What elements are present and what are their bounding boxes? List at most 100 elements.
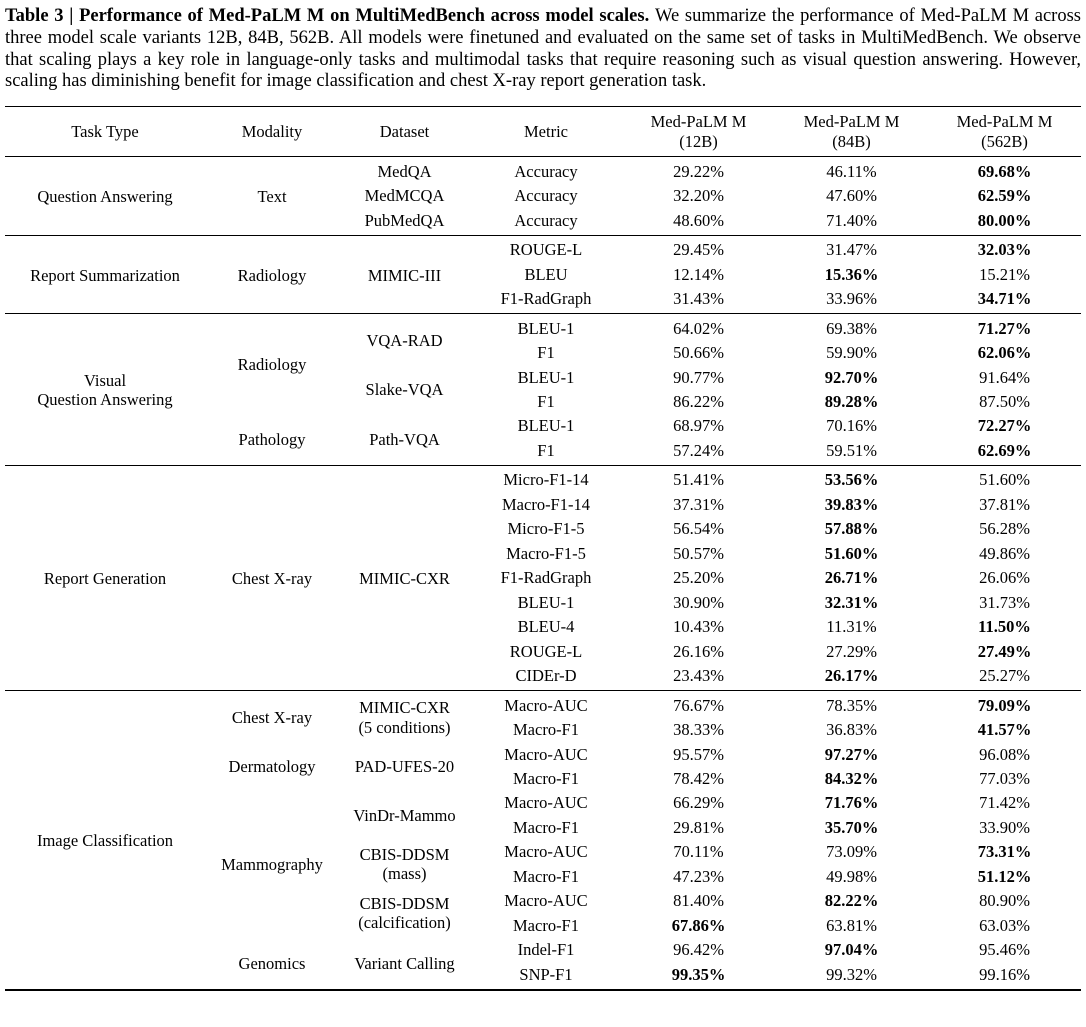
value-cell: 69.38% [826, 318, 877, 338]
model-name: Med-PaLM M [956, 112, 1053, 132]
dataset-note: (mass) [382, 864, 427, 884]
metric-cell: Macro-AUC [504, 793, 588, 813]
model-scale: (12B) [679, 131, 718, 151]
metric-cell: Macro-AUC [504, 744, 588, 764]
table-row: Report Generation Chest X-ray MIMIC-CXR Mic… [5, 465, 1081, 588]
task-group: Question Answering Text MedQA Accuracy 29.22… [5, 156, 1081, 235]
value-cell: 53.56% [824, 470, 879, 490]
value-cell: 57.24% [673, 440, 724, 460]
table-row: F1-RadGraph 31.43% 33.96% 34.71% [5, 287, 1081, 314]
dataset-cell: MIMIC-CXR (5 conditions) [339, 691, 470, 742]
value-cell: 26.71% [824, 568, 879, 588]
table-row: Macro-F1 38.33% 36.83% 41.57% [5, 718, 1081, 742]
dataset-name: VinDr-Mammo [353, 805, 456, 825]
metric-cell: Accuracy [514, 210, 578, 230]
value-cell: 73.09% [826, 842, 877, 862]
value-cell: 82.22% [824, 891, 879, 911]
table-row: Macro-F1 78.42% 84.32% 77.03% [5, 767, 1081, 791]
dataset-name: CBIS-DDSM [359, 893, 450, 913]
value-cell: 57.88% [824, 519, 879, 539]
value-cell: 29.45% [673, 240, 724, 260]
metric-cell: CIDEr-D [515, 666, 577, 686]
metric-cell: Accuracy [514, 161, 578, 181]
modality-cell: Radiology [237, 355, 307, 375]
dataset-note: (calcification) [358, 913, 451, 933]
dataset-cell: VQA-RAD [339, 314, 470, 365]
value-cell: 30.90% [673, 592, 724, 612]
value-cell: 66.29% [673, 793, 724, 813]
header-row: Task Type Modality Dataset Metric Med-Pa… [5, 107, 1081, 157]
metric-cell: ROUGE-L [509, 240, 583, 260]
metric-cell: Macro-AUC [504, 891, 588, 911]
value-cell: 80.00% [977, 210, 1032, 230]
value-cell: 92.70% [824, 367, 879, 387]
value-cell: 37.81% [979, 494, 1030, 514]
table-row: MedMCQA Accuracy 32.20% 47.60% 62.59% [5, 184, 1081, 208]
metric-cell: Macro-AUC [504, 842, 588, 862]
metric-cell: Macro-F1 [513, 769, 579, 788]
model-scale: (84B) [832, 131, 871, 151]
value-cell: 49.86% [979, 543, 1030, 563]
value-cell: 80.90% [979, 891, 1030, 911]
value-cell: 11.50% [978, 617, 1031, 637]
table-row: F1 57.24% 59.51% 62.69% [5, 438, 1081, 465]
value-cell: 32.03% [977, 240, 1032, 260]
value-cell: 96.42% [673, 940, 724, 960]
dataset-name: PubMedQA [364, 210, 445, 230]
metric-cell: SNP-F1 [519, 964, 573, 984]
table-row: Slake-VQA BLEU-1 90.77% 92.70% 91.64% [5, 365, 1081, 399]
table-header: Task Type Modality Dataset Metric Med-Pa… [5, 107, 1081, 157]
metric-cell: Macro-AUC [504, 695, 588, 715]
value-cell: 31.73% [979, 592, 1030, 612]
value-cell: 35.70% [824, 817, 879, 837]
value-cell: 78.35% [826, 695, 877, 715]
value-cell: 70.16% [826, 416, 877, 436]
dataset-name: Path-VQA [369, 429, 440, 449]
metric-cell: Macro-F1 [513, 866, 579, 886]
dataset-cell: Variant Calling [339, 938, 470, 990]
table-row: Macro-F1-5 50.57% 51.60% 49.86% [5, 541, 1081, 565]
value-cell: 96.08% [979, 744, 1030, 764]
metric-cell: ROUGE-L [509, 641, 583, 661]
dataset-note: (5 conditions) [358, 717, 451, 737]
value-cell: 50.66% [673, 343, 724, 363]
dataset-cell: VinDr-Mammo [339, 791, 470, 840]
value-cell: 33.96% [826, 289, 877, 309]
table-caption: Table 3 | Performance of Med-PaLM M on M… [5, 6, 1081, 93]
table-row: BLEU-4 10.43% 11.31% 11.50% [5, 615, 1081, 639]
value-cell: 73.31% [977, 842, 1032, 862]
value-cell: 23.43% [673, 666, 724, 686]
value-cell: 99.16% [979, 964, 1030, 984]
table-row: F1 86.22% 89.28% 87.50% [5, 389, 1081, 413]
dataset-cell: PubMedQA [339, 208, 470, 235]
value-cell: 97.04% [824, 940, 879, 960]
results-table: Task Type Modality Dataset Metric Med-Pa… [5, 106, 1081, 991]
metric-cell: BLEU-1 [517, 318, 575, 338]
modality-cell: Chest X-ray [231, 569, 313, 589]
metric-cell: BLEU-1 [517, 592, 575, 612]
value-cell: 95.46% [979, 940, 1030, 960]
value-cell: 69.68% [977, 161, 1032, 181]
metric-cell: Micro-F1-5 [507, 519, 585, 539]
value-cell: 48.60% [673, 210, 724, 230]
task-group: Report Generation Chest X-ray MIMIC-CXR Mic… [5, 465, 1081, 690]
value-cell: 27.49% [977, 641, 1032, 661]
metric-cell: F1 [537, 343, 555, 363]
value-cell: 39.83% [824, 494, 879, 514]
value-cell: 71.27% [977, 318, 1032, 338]
dataset-cell: MIMIC-CXR [339, 465, 470, 690]
value-cell: 51.60% [824, 543, 879, 563]
value-cell: 25.20% [673, 568, 724, 588]
value-cell: 99.35% [671, 964, 726, 984]
value-cell: 32.20% [673, 186, 724, 206]
modality-cell: Radiology [237, 265, 307, 285]
metric-cell: F1-RadGraph [500, 568, 592, 588]
value-cell: 36.83% [826, 720, 877, 740]
table-row: F1 50.66% 59.90% 62.06% [5, 341, 1081, 365]
dataset-cell: PAD-UFES-20 [339, 742, 470, 791]
value-cell: 56.54% [673, 519, 724, 539]
value-cell: 49.98% [826, 866, 877, 886]
value-cell: 89.28% [824, 391, 879, 411]
value-cell: 67.86% [671, 915, 726, 935]
header-dataset: Dataset [379, 122, 430, 142]
